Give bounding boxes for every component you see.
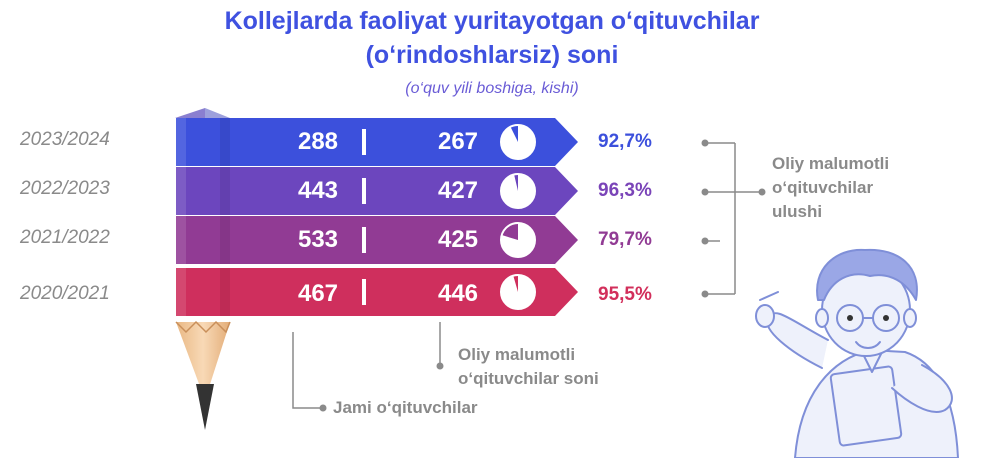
share-pie-fill-4 (501, 274, 536, 309)
higher-value-3: 425 (437, 226, 479, 253)
year-label-1: 2023/2024 (20, 129, 110, 150)
total-value-1: 288 (297, 128, 339, 155)
share-pie-fill-2 (501, 174, 536, 208)
total-legend-label: Jami o‘qituvchilar (333, 398, 478, 417)
share-bracket (705, 142, 762, 295)
rows-layer (176, 118, 578, 316)
higher-value-4: 446 (437, 280, 479, 307)
row-separator-4 (362, 279, 366, 305)
share-value-4: 95,5% (598, 284, 652, 305)
pencil-wood-tip (176, 322, 230, 400)
total-leader-dot (319, 404, 327, 412)
total-value-4: 467 (297, 280, 339, 307)
share-value-3: 79,7% (598, 229, 652, 250)
share-legend-line2: o‘qituvchilar (772, 178, 874, 197)
row-band-edge-1 (220, 118, 230, 166)
share-bracket-dot-4 (701, 290, 709, 298)
share-bracket-dot-2 (701, 188, 709, 196)
row-band-edge-3 (220, 216, 230, 264)
share-legend-line1: Oliy malumotli (772, 154, 890, 173)
higher-value-2: 427 (437, 177, 479, 204)
row-band-4 (176, 268, 578, 316)
share-bracket-dot-1 (701, 139, 709, 147)
row-band-1 (176, 118, 578, 166)
total-value-3: 533 (297, 226, 339, 253)
share-value-1: 92,7% (598, 131, 652, 152)
pencil-cap-left (175, 108, 205, 118)
year-label-3: 2021/2022 (20, 227, 110, 248)
pencil-lead (196, 384, 214, 430)
year-label-4: 2020/2021 (20, 283, 110, 304)
share-bracket-dot-label (758, 188, 766, 196)
share-legend-line3: ulushi (772, 202, 823, 221)
higher-legend-line2: o‘qituvchilar soni (458, 369, 599, 388)
chart-subtitle: (o‘quv yili boshiga, kishi) (405, 80, 579, 97)
teacher-illustration-icon (755, 248, 959, 458)
higher-leader-dot (436, 362, 444, 370)
row-separator-1 (362, 129, 366, 155)
row-band-shade-4 (176, 268, 186, 316)
row-band-3 (176, 216, 578, 264)
pencil-cap-right (205, 108, 230, 118)
higher-legend-label: Oliy malumotli o‘qituvchilar soni (458, 343, 599, 391)
chart-title-line2: (o‘rindoshlarsiz) soni (365, 41, 619, 69)
row-band-shade-1 (176, 118, 186, 166)
row-separator-2 (362, 178, 366, 204)
share-pie-fill-3 (501, 223, 536, 258)
higher-value-1: 267 (437, 128, 479, 155)
total-value-2: 443 (297, 177, 339, 204)
row-band-shade-2 (176, 167, 186, 215)
total-leader-line (292, 332, 323, 409)
row-band-edge-2 (220, 167, 230, 215)
share-legend-label: Oliy malumotli o‘qituvchilar ulushi (772, 152, 889, 224)
row-separator-3 (362, 227, 366, 253)
row-band-shade-3 (176, 216, 186, 264)
row-band-2 (176, 167, 578, 215)
row-band-edge-4 (220, 268, 230, 316)
year-label-2: 2022/2023 (20, 178, 110, 199)
share-bracket-dot-3 (701, 237, 709, 245)
share-value-2: 96,3% (598, 180, 652, 201)
pencil-wood-edge (175, 320, 231, 334)
higher-legend-line1: Oliy malumotli (458, 345, 576, 364)
share-pie-fill-1 (501, 125, 536, 160)
chart-title-line1: Kollejlarda faoliyat yuritayotgan o‘qitu… (224, 7, 760, 35)
